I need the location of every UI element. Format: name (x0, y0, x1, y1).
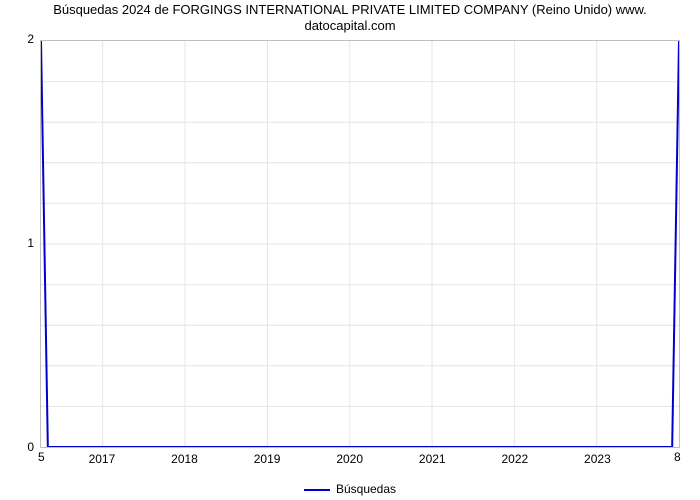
x-endcap-left: 5 (38, 450, 45, 464)
plot-svg (41, 41, 679, 447)
legend-label: Búsquedas (336, 482, 396, 496)
legend-swatch (304, 489, 330, 491)
x-tick-label: 2021 (419, 452, 446, 466)
chart-title-line-1: Búsquedas 2024 de FORGINGS INTERNATIONAL… (53, 2, 647, 17)
chart-title-line-2: datocapital.com (304, 18, 395, 33)
y-tick-label: 2 (0, 32, 34, 46)
x-tick-label: 2017 (89, 452, 116, 466)
legend: Búsquedas (0, 482, 700, 496)
x-endcap-right: 8 (674, 450, 681, 464)
x-tick-label: 2022 (501, 452, 528, 466)
chart-title: Búsquedas 2024 de FORGINGS INTERNATIONAL… (0, 2, 700, 35)
x-tick-label: 2023 (584, 452, 611, 466)
x-tick-label: 2019 (254, 452, 281, 466)
x-tick-label: 2020 (336, 452, 363, 466)
x-tick-label: 2018 (171, 452, 198, 466)
chart-container: Búsquedas 2024 de FORGINGS INTERNATIONAL… (0, 0, 700, 500)
y-tick-label: 0 (0, 440, 34, 454)
y-tick-label: 1 (0, 236, 34, 250)
plot-area (40, 40, 680, 448)
